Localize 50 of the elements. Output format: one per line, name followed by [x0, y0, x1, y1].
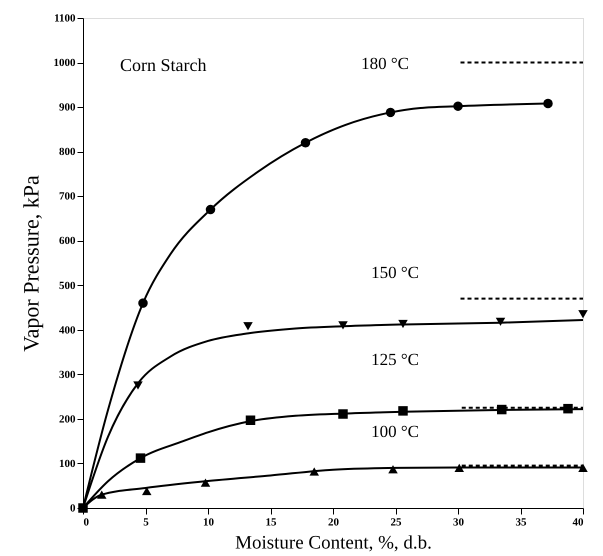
y-tick-label: 100 [59, 458, 76, 470]
annotation: 100 °C [371, 422, 419, 441]
y-tick-label: 900 [59, 102, 76, 114]
y-tick-label: 500 [59, 280, 76, 292]
annotation: 180 °C [361, 54, 409, 73]
x-tick-label: 15 [266, 516, 277, 528]
point [136, 453, 146, 463]
point [578, 464, 588, 472]
y-tick-label: 200 [59, 413, 76, 426]
y-tick-label: 600 [59, 235, 76, 248]
x-tick-label: 10 [203, 516, 214, 528]
point [133, 381, 143, 390]
point [310, 467, 319, 476]
point [398, 320, 408, 328]
point [246, 416, 256, 425]
y-tick-label: 0 [70, 502, 76, 514]
point [543, 98, 553, 108]
point [97, 490, 106, 499]
y-tick-label: 1000 [54, 57, 76, 70]
y-tick-label: 700 [59, 190, 76, 203]
x-tick-label: 30 [453, 516, 464, 528]
annotation: Corn Starch [120, 55, 206, 75]
point [388, 465, 398, 474]
point [496, 318, 506, 326]
x-tick-label: 25 [390, 516, 402, 528]
y-tick-label: 800 [59, 146, 76, 158]
x-tick-label: 40 [572, 516, 584, 528]
point [338, 321, 348, 330]
point [206, 204, 216, 214]
y-tick-label: 400 [59, 324, 76, 336]
x-tick-label: 35 [516, 516, 527, 528]
point [386, 108, 396, 118]
annotation: 150 °C [371, 263, 419, 282]
point [243, 322, 253, 330]
point [138, 298, 148, 308]
y-axis-title: Vapor Pressure, kPa [18, 174, 44, 352]
x-tick-label: 5 [143, 516, 150, 528]
point [200, 478, 210, 487]
x-tick-label: 20 [328, 516, 340, 528]
x-axis-title: Moisture Content, %, d.b. [235, 532, 432, 554]
point [300, 138, 310, 148]
annotation: 125 °C [371, 350, 419, 369]
point [454, 464, 464, 472]
y-tick-label: 1100 [54, 12, 76, 24]
point [453, 101, 463, 111]
point [398, 406, 408, 416]
point [338, 409, 348, 419]
point [578, 310, 588, 318]
y-tick-label: 300 [59, 368, 76, 381]
x-tick-label: 0 [84, 516, 90, 528]
